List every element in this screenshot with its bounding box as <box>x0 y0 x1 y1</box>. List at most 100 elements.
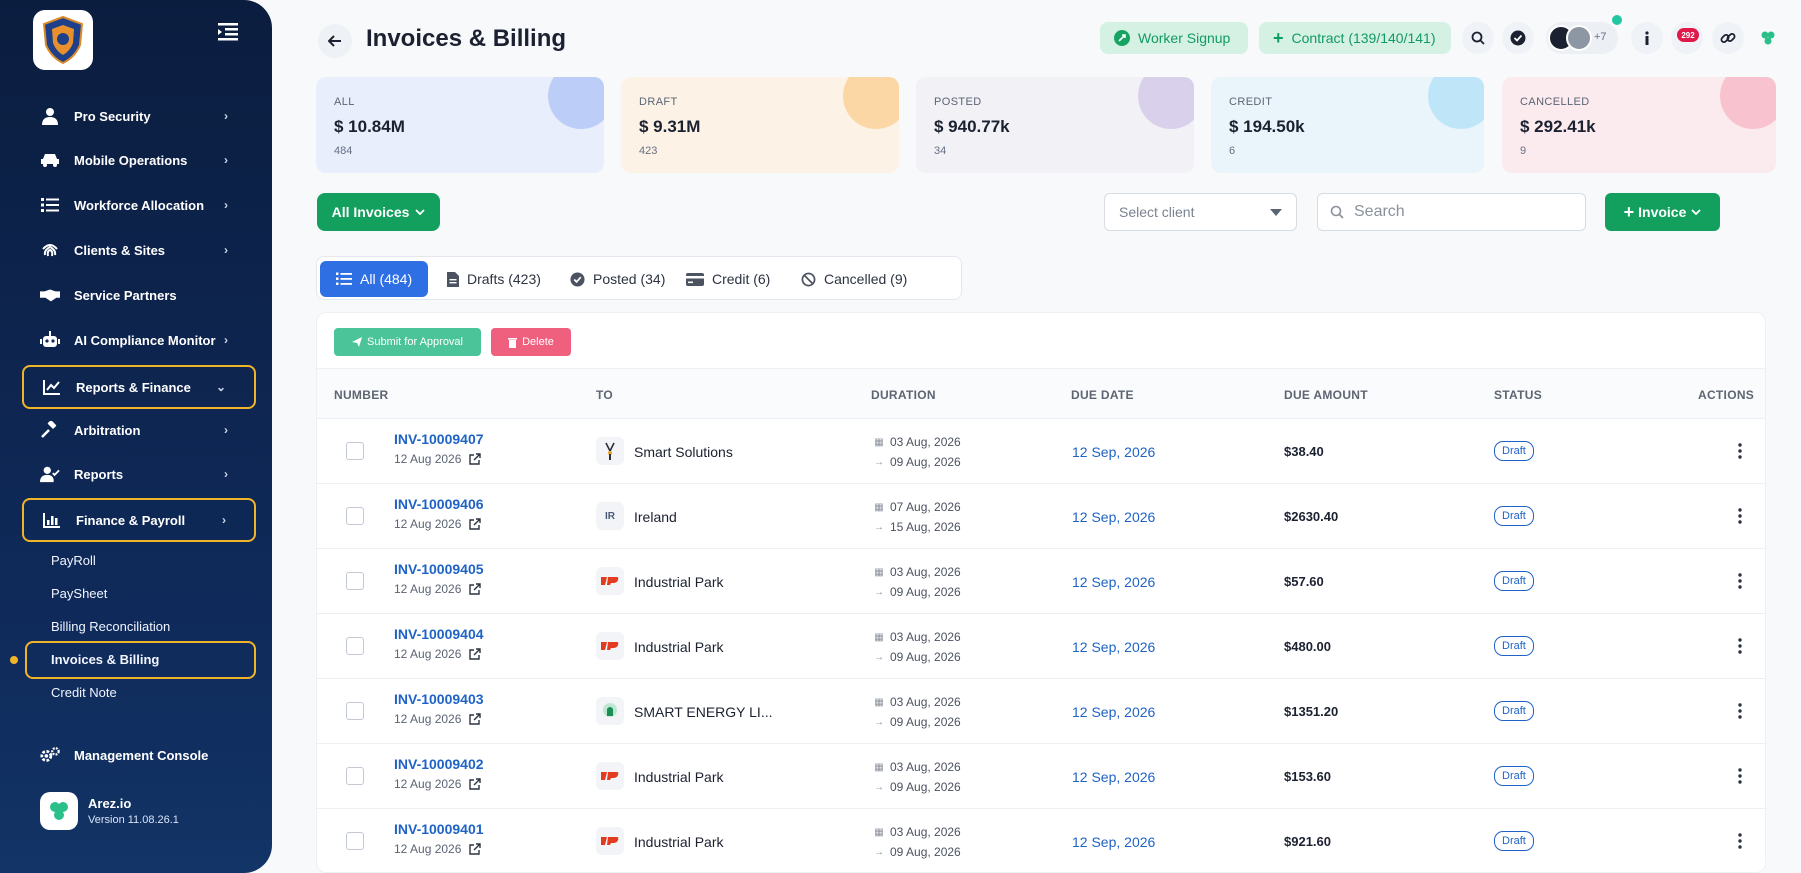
more-actions-icon[interactable] <box>1730 831 1750 851</box>
stat-value: $ 292.41k <box>1520 117 1596 136</box>
info-icon[interactable] <box>1631 22 1663 54</box>
search-icon[interactable] <box>1462 22 1494 54</box>
column-header-duration[interactable]: DURATION <box>871 388 936 402</box>
row-checkbox[interactable] <box>346 832 364 850</box>
table-row[interactable]: INV-10009405 12 Aug 2026 Industrial Park ▦ 0… <box>317 549 1765 614</box>
invoice-number-link[interactable]: INV-10009406 <box>394 496 484 512</box>
sidebar-subitem-billing-reconciliation[interactable]: Billing Reconciliation <box>51 619 171 634</box>
invoice-number-link[interactable]: INV-10009403 <box>394 691 484 707</box>
client-name[interactable]: Ireland <box>634 509 677 525</box>
row-checkbox[interactable] <box>346 702 364 720</box>
client-name[interactable]: Industrial Park <box>634 639 724 655</box>
invoice-number-link[interactable]: INV-10009404 <box>394 626 484 642</box>
external-link-icon[interactable] <box>469 453 482 465</box>
search-input[interactable] <box>1354 203 1574 221</box>
stat-card-credit[interactable]: CREDIT $ 194.50k 6 <box>1211 77 1484 173</box>
external-link-icon[interactable] <box>469 713 482 725</box>
stat-card-cancelled[interactable]: CANCELLED $ 292.41k 9 <box>1502 77 1776 173</box>
invoice-date-text: 12 Aug 2026 <box>394 647 462 661</box>
row-checkbox[interactable] <box>346 572 364 590</box>
row-checkbox[interactable] <box>346 442 364 460</box>
chart-line-icon <box>42 377 62 397</box>
back-button[interactable] <box>318 24 352 58</box>
more-actions-icon[interactable] <box>1730 701 1750 721</box>
duration-start: ▦ 03 Aug, 2026 <box>873 630 960 644</box>
sidebar-item-reports[interactable]: Reports › <box>22 452 256 496</box>
company-logo[interactable] <box>33 10 93 70</box>
invoice-number-link[interactable]: INV-10009401 <box>394 821 484 837</box>
client-name[interactable]: Industrial Park <box>634 834 724 850</box>
row-checkbox[interactable] <box>346 637 364 655</box>
sidebar-subitem-payroll[interactable]: PayRoll <box>51 553 96 568</box>
table-row[interactable]: INV-10009402 12 Aug 2026 Industrial Park ▦ 0… <box>317 744 1765 809</box>
column-header-due-date[interactable]: DUE DATE <box>1071 388 1134 402</box>
sidebar-item-arbitration[interactable]: Arbitration › <box>22 408 256 452</box>
tab-posted[interactable]: Posted (34) <box>554 261 681 297</box>
search-field[interactable] <box>1317 193 1586 231</box>
sidebar-item-pro-security[interactable]: Pro Security › <box>22 94 256 138</box>
sidebar-item-finance-payroll[interactable]: Finance & Payroll › <box>22 498 256 542</box>
table-row[interactable]: INV-10009407 12 Aug 2026 Smart Solutions ▦ 0… <box>317 419 1765 484</box>
team-avatars[interactable]: +7 <box>1546 22 1618 54</box>
sidebar-subitem-paysheet[interactable]: PaySheet <box>51 586 108 601</box>
add-invoice-button[interactable]: + Invoice <box>1605 193 1720 231</box>
sidebar-subitem-credit-note[interactable]: Credit Note <box>51 685 117 700</box>
more-actions-icon[interactable] <box>1730 766 1750 786</box>
sidebar-item-management-console[interactable]: Management Console <box>22 733 256 777</box>
brand-mini-icon[interactable] <box>1759 29 1777 52</box>
sidebar-item-ai-compliance-monitor[interactable]: AI Compliance Monitor › <box>22 318 256 362</box>
stat-card-draft[interactable]: DRAFT $ 9.31M 423 <box>621 77 899 173</box>
tab-all[interactable]: All (484) <box>320 261 429 297</box>
avatar-more-count: +7 <box>1594 31 1607 43</box>
sidebar-subitem-invoices-billing[interactable]: Invoices & Billing <box>51 652 160 667</box>
column-header-due-amount[interactable]: DUE AMOUNT <box>1284 388 1368 402</box>
more-actions-icon[interactable] <box>1730 636 1750 656</box>
invoice-number-link[interactable]: INV-10009402 <box>394 756 484 772</box>
sidebar-item-service-partners[interactable]: Service Partners <box>22 273 256 317</box>
invoice-number-link[interactable]: INV-10009405 <box>394 561 484 577</box>
worker-signup-button[interactable]: Worker Signup <box>1100 22 1248 54</box>
stat-card-all[interactable]: ALL $ 10.84M 484 <box>316 77 604 173</box>
check-circle-icon[interactable] <box>1502 22 1534 54</box>
external-link-icon[interactable] <box>469 843 482 855</box>
all-invoices-dropdown[interactable]: All Invoices <box>317 193 440 231</box>
link-icon[interactable] <box>1712 22 1744 54</box>
client-name[interactable]: Industrial Park <box>634 574 724 590</box>
submit-for-approval-button[interactable]: Submit for Approval <box>334 328 481 356</box>
invoice-number-link[interactable]: INV-10009407 <box>394 431 484 447</box>
external-link-icon[interactable] <box>469 583 482 595</box>
chevron-right-icon: › <box>224 109 228 123</box>
sidebar-item-mobile-operations[interactable]: Mobile Operations › <box>22 138 256 182</box>
sidebar-collapse-icon[interactable] <box>216 20 240 44</box>
table-row[interactable]: INV-10009404 12 Aug 2026 Industrial Park ▦ 0… <box>317 614 1765 679</box>
client-name[interactable]: Industrial Park <box>634 769 724 785</box>
sidebar-item-reports-finance[interactable]: Reports & Finance ⌄ <box>22 365 256 409</box>
arrow-right-icon: → <box>874 716 884 728</box>
stat-card-posted[interactable]: POSTED $ 940.77k 34 <box>916 77 1194 173</box>
card-decoration <box>1138 77 1194 129</box>
sidebar-item-clients-sites[interactable]: Clients & Sites › <box>22 228 256 272</box>
sidebar-item-workforce-allocation[interactable]: Workforce Allocation › <box>22 183 256 227</box>
row-checkbox[interactable] <box>346 507 364 525</box>
tab-credit[interactable]: Credit (6) <box>670 261 786 297</box>
column-header-number[interactable]: NUMBER <box>334 388 389 402</box>
more-actions-icon[interactable] <box>1730 506 1750 526</box>
table-row[interactable]: INV-10009406 12 Aug 2026 IR Ireland ▦ 07 Aug,… <box>317 484 1765 549</box>
contract-button[interactable]: + Contract (139/140/141) <box>1259 22 1451 54</box>
client-name[interactable]: Smart Solutions <box>634 444 733 460</box>
table-row[interactable]: INV-10009403 12 Aug 2026 SMART ENERGY LI..… <box>317 679 1765 744</box>
row-checkbox[interactable] <box>346 767 364 785</box>
external-link-icon[interactable] <box>469 778 482 790</box>
column-header-to[interactable]: TO <box>596 388 614 402</box>
table-row[interactable]: INV-10009401 12 Aug 2026 Industrial Park ▦ 0… <box>317 809 1765 873</box>
delete-button[interactable]: Delete <box>491 328 571 356</box>
column-header-status[interactable]: STATUS <box>1494 388 1543 402</box>
tab-cancelled[interactable]: Cancelled (9) <box>785 261 923 297</box>
external-link-icon[interactable] <box>469 518 482 530</box>
client-name[interactable]: SMART ENERGY LI... <box>634 704 773 720</box>
tab-drafts[interactable]: Drafts (423) <box>431 261 557 297</box>
select-client-dropdown[interactable]: Select client <box>1104 193 1297 231</box>
more-actions-icon[interactable] <box>1730 441 1750 461</box>
more-actions-icon[interactable] <box>1730 571 1750 591</box>
external-link-icon[interactable] <box>469 648 482 660</box>
